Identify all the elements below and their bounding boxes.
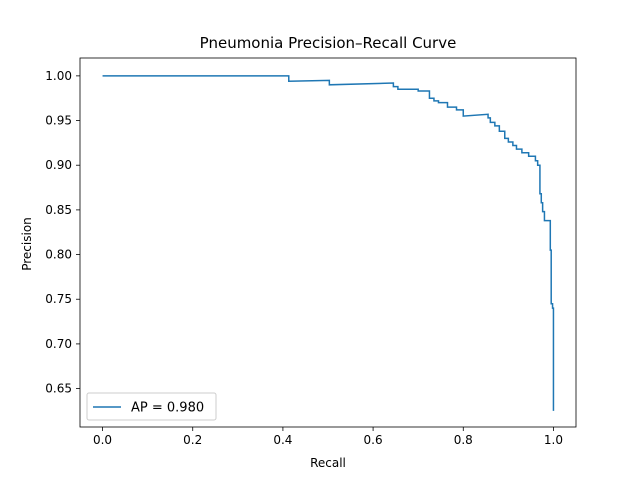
y-axis-ticks: 0.65 0.70 0.75 0.80 0.85 0.90 0.95 1.00 bbox=[45, 69, 80, 396]
x-tick-label: 0.8 bbox=[454, 433, 473, 447]
y-tick-label: 0.80 bbox=[45, 248, 72, 262]
y-axis-label: Precision bbox=[20, 217, 34, 271]
y-tick-label: 0.85 bbox=[45, 203, 72, 217]
legend-label: AP = 0.980 bbox=[131, 401, 204, 416]
y-tick-label: 0.70 bbox=[45, 337, 72, 351]
legend-box bbox=[86, 392, 217, 421]
y-tick-label: 0.90 bbox=[45, 158, 72, 172]
legend: AP = 0.980 bbox=[86, 392, 217, 421]
y-tick-label: 0.65 bbox=[45, 382, 72, 396]
series-layer bbox=[102, 75, 555, 411]
x-tick-label: 0.0 bbox=[93, 433, 112, 447]
x-tick-label: 0.6 bbox=[364, 433, 383, 447]
chart-title: Pneumonia Precision–Recall Curve bbox=[200, 34, 457, 52]
x-axis-label: Recall bbox=[310, 456, 346, 470]
plot-frame bbox=[79, 57, 577, 428]
y-tick-label: 1.00 bbox=[45, 69, 72, 83]
x-tick-label: 0.4 bbox=[273, 433, 292, 447]
x-tick-label: 0.2 bbox=[183, 433, 202, 447]
x-axis-ticks: 0.0 0.2 0.4 0.6 0.8 1.0 bbox=[93, 427, 563, 447]
y-tick-label: 0.95 bbox=[45, 114, 72, 128]
x-tick-label: 1.0 bbox=[544, 433, 563, 447]
y-tick-label: 0.75 bbox=[45, 292, 72, 306]
plot-area bbox=[79, 57, 577, 428]
pr-curve-line bbox=[102, 75, 555, 411]
